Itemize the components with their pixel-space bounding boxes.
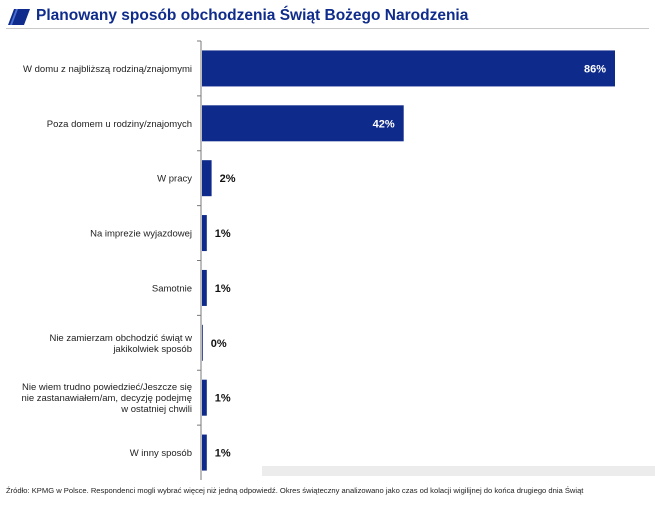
title-logo-icon xyxy=(8,9,30,25)
data-label: 1% xyxy=(215,393,231,405)
category-label: W pracy xyxy=(157,174,192,185)
category-label: Nie zamierzam obchodzić świąt w xyxy=(49,333,192,344)
bar xyxy=(202,215,207,252)
category-label: w ostatniej chwili xyxy=(120,404,192,415)
category-label: W domu z najbliższą rodziną/znajomymi xyxy=(23,64,192,75)
data-label: 1% xyxy=(215,448,231,460)
bar xyxy=(202,269,207,306)
bar xyxy=(202,105,404,142)
bar xyxy=(202,379,207,416)
title-bar: Planowany sposób obchodzenia Świąt Bożeg… xyxy=(8,6,648,28)
bar xyxy=(202,160,212,197)
category-label: W inny sposób xyxy=(130,448,192,459)
data-label: 0% xyxy=(211,338,227,350)
bar xyxy=(202,434,207,471)
data-label: 1% xyxy=(215,283,231,295)
bar xyxy=(202,50,615,87)
data-label: 86% xyxy=(584,63,606,75)
category-label: Poza domem u rodziny/znajomych xyxy=(47,119,192,130)
data-label: 2% xyxy=(220,173,236,185)
chart-footer-band xyxy=(262,466,655,476)
category-label: Samotnie xyxy=(152,283,192,294)
title-divider xyxy=(6,28,649,29)
category-label: nie zastanawiałem/am, decyzję podejmę xyxy=(21,393,192,404)
category-label: Nie wiem trudno powiedzieć/Jeszcze się xyxy=(22,382,192,393)
category-label: jakikolwiek sposób xyxy=(112,344,192,355)
category-label: Na imprezie wyjazdowej xyxy=(90,229,192,240)
data-label: 42% xyxy=(373,118,395,130)
data-label: 1% xyxy=(215,228,231,240)
bar xyxy=(202,324,203,361)
page-title: Planowany sposób obchodzenia Świąt Bożeg… xyxy=(36,7,469,24)
source-note: Źródło: KPMG w Polsce. Respondenci mogli… xyxy=(6,486,584,495)
